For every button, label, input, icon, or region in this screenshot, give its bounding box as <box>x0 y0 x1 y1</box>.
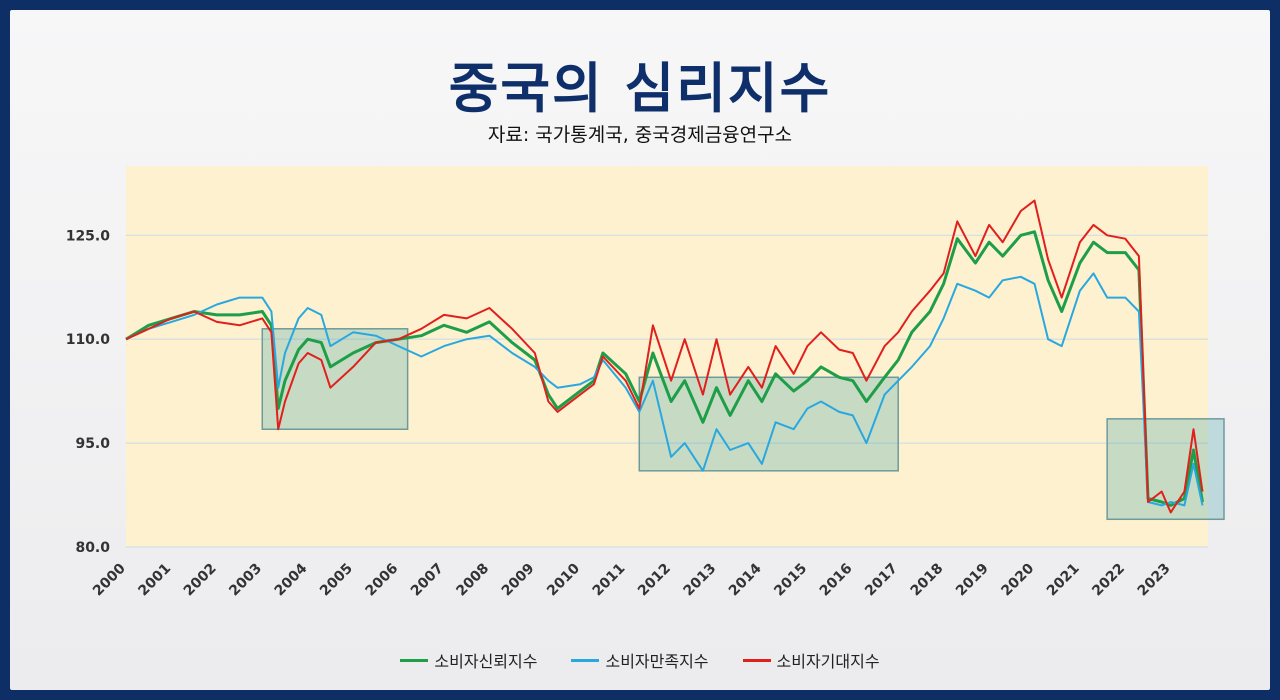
legend-item-satisfaction: 소비자만족지수 <box>571 648 709 672</box>
legend-item-expectation: 소비자기대지수 <box>742 648 880 672</box>
x-tick-label: 2000 <box>90 560 129 599</box>
series-line <box>125 272 1204 507</box>
x-tick-label: 2018 <box>908 561 947 600</box>
x-tick-label: 2010 <box>544 560 583 599</box>
legend-label-confidence: 소비자신뢰지수 <box>434 652 538 671</box>
legend-swatch-satisfaction <box>571 658 600 662</box>
chart-subtitle: 자료: 국가통계국, 중국경제금융연구소 <box>487 124 793 146</box>
x-tick-label: 2001 <box>135 561 174 600</box>
x-tick-label: 2013 <box>680 561 719 600</box>
y-tick-label: 125.0 <box>66 228 111 244</box>
y-tick-label: 95.0 <box>75 436 110 452</box>
x-tick-label: 2023 <box>1135 561 1174 600</box>
x-tick-label: 2007 <box>408 561 447 600</box>
y-tick-label: 110.0 <box>66 332 111 348</box>
y-tick-label: 80.0 <box>75 540 110 556</box>
x-tick-label: 2019 <box>953 561 992 600</box>
legend-item-confidence: 소비자신뢰지수 <box>400 648 537 672</box>
x-tick-label: 2022 <box>1089 561 1128 600</box>
x-tick-label: 2014 <box>726 560 765 599</box>
x-tick-label: 2012 <box>635 561 674 600</box>
x-tick-label: 2004 <box>272 560 311 599</box>
x-tick-label: 2016 <box>817 561 856 600</box>
highlight-box <box>638 376 899 472</box>
x-tick-label: 2006 <box>363 561 402 600</box>
x-tick-label: 2005 <box>317 561 356 600</box>
chart-frame: 중국의 심리지수 자료: 국가통계국, 중국경제금융연구소 80.0 95.0 11… <box>10 10 1270 690</box>
chart-title: 중국의 심리지수 <box>448 57 832 120</box>
series-line <box>125 230 1204 507</box>
x-tick-label: 2021 <box>1044 561 1083 600</box>
highlight-box <box>1106 418 1225 521</box>
plot-background <box>126 166 1208 547</box>
x-tick-label: 2002 <box>181 561 220 600</box>
x-tick-label: 2008 <box>453 561 492 600</box>
legend: 소비자신뢰지수 소비자만족지수 소비자기대지수 <box>10 648 1270 672</box>
x-tick-label: 2015 <box>771 561 810 600</box>
x-tick-label: 2020 <box>998 560 1037 599</box>
x-tick-label: 2017 <box>862 561 901 600</box>
x-tick-label: 2003 <box>226 561 265 600</box>
legend-swatch-confidence <box>400 658 429 662</box>
series-line <box>125 199 1204 514</box>
legend-swatch-expectation <box>742 658 771 662</box>
x-tick-label: 2009 <box>499 561 538 600</box>
legend-label-expectation: 소비자기대지수 <box>776 652 880 671</box>
legend-label-satisfaction: 소비자만족지수 <box>605 652 709 671</box>
x-tick-label: 2011 <box>590 561 629 600</box>
